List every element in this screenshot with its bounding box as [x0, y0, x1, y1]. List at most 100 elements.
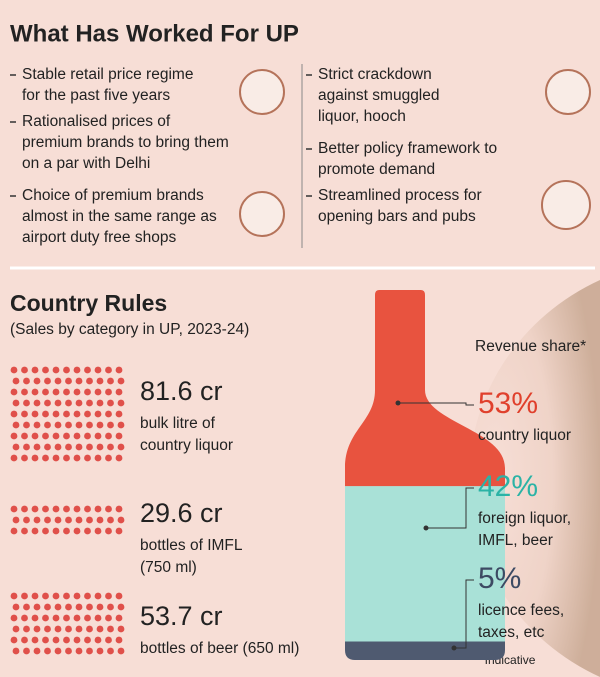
dot	[52, 527, 60, 535]
dot	[105, 454, 112, 462]
dot	[31, 454, 39, 462]
dot	[23, 625, 30, 633]
dot	[63, 636, 70, 644]
dot	[84, 454, 91, 462]
dot	[94, 366, 102, 374]
dot	[21, 505, 28, 513]
dot	[10, 614, 18, 622]
dot	[117, 421, 125, 429]
dot	[65, 377, 72, 385]
dot	[10, 505, 18, 513]
dot	[84, 636, 91, 644]
dot	[33, 516, 41, 524]
dot	[115, 454, 123, 462]
revenue-title: Revenue share*	[475, 338, 586, 355]
dot	[21, 366, 28, 374]
dot	[31, 505, 39, 513]
bottle-segment	[345, 486, 505, 642]
dot	[73, 366, 81, 374]
dot	[115, 592, 123, 600]
dot	[63, 432, 70, 440]
dot	[12, 421, 20, 429]
dot	[94, 454, 102, 462]
dot	[33, 443, 41, 451]
dot	[65, 516, 72, 524]
leader-line	[398, 402, 474, 406]
dot	[12, 399, 20, 407]
dot	[10, 410, 18, 418]
dot	[42, 366, 49, 374]
dot	[44, 421, 51, 429]
dot	[10, 388, 18, 396]
sales-text: bottles of beer (650 ml)	[140, 640, 299, 657]
dot	[105, 636, 112, 644]
dot	[75, 377, 83, 385]
dot	[94, 636, 102, 644]
dot	[54, 516, 62, 524]
dot	[42, 614, 49, 622]
item-text: Stable retail price regime	[22, 66, 193, 83]
dot	[65, 421, 72, 429]
dot	[42, 388, 49, 396]
dot	[44, 377, 51, 385]
dot	[10, 636, 18, 644]
dot	[73, 388, 81, 396]
dot	[115, 432, 123, 440]
leader-line	[426, 487, 474, 529]
dot	[94, 432, 102, 440]
dot	[54, 377, 62, 385]
dot	[115, 614, 123, 622]
item-text: liquor, hooch	[318, 108, 406, 125]
item-text: premium brands to bring them	[22, 134, 229, 151]
dot	[42, 505, 49, 513]
dot	[54, 399, 62, 407]
dot	[23, 399, 30, 407]
item-text: on a par with Delhi	[22, 155, 150, 172]
dot	[21, 614, 28, 622]
dot	[44, 443, 51, 451]
dot	[117, 647, 125, 655]
dot	[31, 388, 39, 396]
sales-text: bulk litre of	[140, 415, 216, 432]
dot	[107, 377, 114, 385]
dot	[86, 516, 93, 524]
dot	[84, 366, 91, 374]
sales-figure: 29.6 cr	[140, 498, 223, 528]
dot	[52, 388, 60, 396]
dot	[107, 516, 114, 524]
dot	[105, 592, 112, 600]
dot	[33, 377, 41, 385]
section-subtitle: (Sales by category in UP, 2023-24)	[10, 321, 249, 338]
dot	[96, 625, 104, 633]
dot	[23, 377, 30, 385]
dot	[52, 614, 60, 622]
dot	[12, 647, 20, 655]
dot	[44, 625, 51, 633]
dot	[115, 527, 123, 535]
dot	[73, 432, 81, 440]
dot	[105, 432, 112, 440]
dot	[12, 377, 20, 385]
dot	[105, 410, 112, 418]
dot	[96, 421, 104, 429]
dot	[107, 421, 114, 429]
dot	[94, 592, 102, 600]
dot	[115, 388, 123, 396]
dot	[94, 527, 102, 535]
dot	[63, 410, 70, 418]
dot	[84, 592, 91, 600]
dot	[117, 399, 125, 407]
dot	[75, 443, 83, 451]
dot	[42, 454, 49, 462]
item-text: opening bars and pubs	[318, 208, 476, 225]
dot	[115, 366, 123, 374]
dot	[65, 603, 72, 611]
dot	[54, 625, 62, 633]
dot	[23, 647, 30, 655]
dot	[86, 421, 93, 429]
dot	[65, 647, 72, 655]
dot	[21, 454, 28, 462]
dot	[33, 647, 41, 655]
dot	[86, 625, 93, 633]
dot	[54, 421, 62, 429]
